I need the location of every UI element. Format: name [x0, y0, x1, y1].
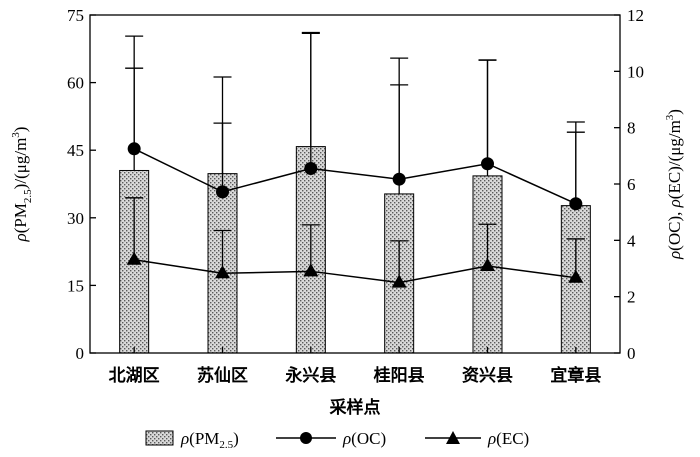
- plot-frame: [89, 14, 621, 354]
- svg-text:ρ(OC): ρ(OC): [342, 429, 386, 448]
- oc-point: [216, 185, 229, 199]
- oc-point: [127, 142, 141, 156]
- y-right-tick-label: 6: [627, 175, 636, 194]
- ec-point: [568, 269, 584, 283]
- legend-item-pm25: ρ(PM2.5): [145, 429, 239, 451]
- oc-point: [392, 172, 406, 186]
- oc-error-bar: [478, 59, 497, 164]
- x-axis-title: 采样点: [329, 397, 381, 418]
- legend-item-ec: ρ(EC): [425, 429, 529, 448]
- ec-point: [126, 251, 142, 265]
- ec-point: [303, 263, 319, 277]
- axis-ticks: 0 15 30 45 60 75 0 2 4 6 8 10 12 北湖区 苏仙区 永兴县 桂阳县 资兴县 宜章县: [67, 6, 644, 386]
- y-right-tick-label: 4: [627, 231, 636, 250]
- legend: ρ(PM2.5) ρ(OC) ρ(EC): [145, 429, 529, 451]
- x-tick-label: 永兴县: [284, 365, 336, 386]
- y-left-tick-label: 60: [67, 74, 84, 93]
- pm25-bars: [119, 31, 591, 354]
- y-right-tick-label: 10: [627, 62, 644, 81]
- oc-ec-lines: [125, 32, 585, 288]
- y-right-tick-label: 2: [627, 288, 636, 307]
- ec-point: [391, 274, 407, 288]
- svg-text:ρ(PM2.5)/(μg/m3): ρ(PM2.5)/(μg/m3): [10, 127, 34, 243]
- legend-item-oc: ρ(OC): [276, 429, 386, 448]
- ec-line: [134, 259, 576, 284]
- oc-error-bar: [390, 57, 409, 180]
- y-axis-left-title: ρ(PM2.5)/(μg/m3): [10, 127, 34, 243]
- svg-text:ρ(OC), ρ(EC)/(μg/m3): ρ(OC), ρ(EC)/(μg/m3): [664, 109, 684, 260]
- y-left-tick-label: 15: [67, 276, 84, 295]
- x-tick-label: 苏仙区: [197, 365, 248, 386]
- oc-error-bar: [125, 35, 144, 149]
- y-left-tick-label: 30: [67, 209, 84, 228]
- x-tick-label: 资兴县: [462, 365, 513, 386]
- x-tick-label: 北湖区: [109, 366, 160, 386]
- y-right-tick-label: 12: [627, 6, 644, 25]
- ec-point: [480, 257, 495, 271]
- y-left-tick-label: 45: [67, 141, 84, 160]
- oc-point: [481, 157, 494, 171]
- y-left-tick-label: 75: [67, 6, 84, 25]
- svg-text:ρ(PM2.5): ρ(PM2.5): [180, 429, 239, 451]
- y-right-tick-label: 8: [627, 119, 636, 138]
- y-right-tick-label: 0: [627, 344, 636, 363]
- oc-point: [304, 162, 318, 176]
- x-tick-label: 桂阳县: [373, 365, 425, 386]
- svg-text:ρ(EC): ρ(EC): [487, 429, 529, 448]
- ec-error-bar: [125, 197, 144, 260]
- oc-error-bar: [566, 121, 585, 204]
- y-left-tick-label: 0: [76, 344, 85, 363]
- x-tick-label: 宜章县: [550, 365, 601, 386]
- y-axis-right-title: ρ(OC), ρ(EC)/(μg/m3): [664, 109, 684, 260]
- ec-point: [215, 265, 230, 279]
- oc-point: [569, 197, 583, 211]
- oc-error-bar: [213, 76, 232, 192]
- oc-error-bar: [301, 32, 320, 169]
- oc-line: [133, 148, 577, 205]
